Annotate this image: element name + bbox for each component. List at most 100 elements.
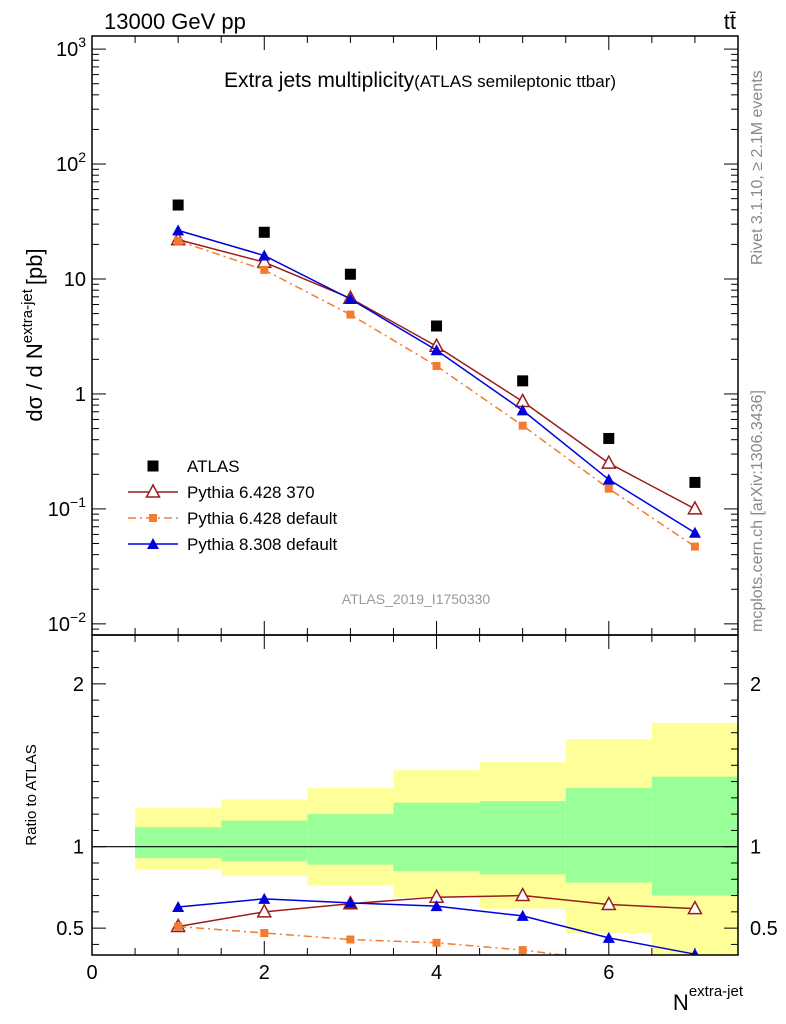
ratio-series-2-point bbox=[516, 909, 529, 921]
energy-label: 13000 GeV pp bbox=[104, 9, 246, 34]
main-y-tick-base: 10 bbox=[48, 499, 70, 521]
main-y-tick-exp: −2 bbox=[70, 609, 86, 625]
ratio-series-1-point bbox=[174, 922, 183, 931]
ratio-series-2-point bbox=[258, 892, 271, 904]
ratio-xlabel: Nextra-jet bbox=[673, 983, 744, 1015]
main-series-0-point bbox=[517, 375, 529, 387]
main-series-3-point bbox=[602, 473, 615, 485]
ratio-xlabel-sup: extra-jet bbox=[689, 983, 744, 1000]
main-series-1-point bbox=[687, 500, 703, 515]
main-series-3-point bbox=[688, 526, 701, 538]
legend-marker bbox=[147, 460, 159, 472]
ratio-x-tick-label: 2 bbox=[259, 962, 270, 984]
main-y-tick-base: 10 bbox=[48, 614, 70, 636]
ratio-series-2-point bbox=[691, 948, 699, 955]
main-series-3-point bbox=[344, 292, 357, 304]
ratio-y-tick-label-right: 0.5 bbox=[750, 918, 778, 940]
main-y-tick-base: 10 bbox=[56, 154, 78, 176]
ratio-y-tick-label-right: 1 bbox=[750, 837, 761, 859]
legend: ATLAS Pythia 6.428 370 Pythia 6.428 defaul… bbox=[128, 457, 338, 554]
legend-label: Pythia 6.428 370 bbox=[187, 483, 315, 502]
side-label-top: Rivet 3.1.10, ≥ 2.1M events bbox=[749, 70, 766, 265]
analysis-id: ATLAS_2019_I1750330 bbox=[342, 591, 491, 607]
ratio-band-green bbox=[479, 801, 566, 875]
ratio-band-green bbox=[221, 820, 308, 862]
main-subtitle-text: (ATLAS semileptonic ttbar) bbox=[414, 72, 616, 91]
ratio-band-green bbox=[565, 788, 652, 883]
ratio-series-1-point bbox=[432, 938, 441, 947]
ratio-y-tick-label: 0.5 bbox=[56, 918, 84, 940]
main-series-0-point bbox=[258, 226, 270, 238]
main-y-tick-label: 10−2 bbox=[48, 609, 86, 636]
ratio-frame bbox=[91, 634, 739, 956]
ratio-bands bbox=[92, 722, 738, 955]
main-series-0-point bbox=[344, 268, 356, 280]
main-data bbox=[170, 199, 703, 551]
main-series-2-point bbox=[260, 265, 269, 274]
ratio-series-2-point bbox=[430, 900, 443, 912]
ratio-panel: 0.5 0.5 1 1 2 2 0 2 4 6 Ratio to ATLAS Nextra-jet bbox=[23, 634, 778, 1015]
ratio-x-tick-label: 4 bbox=[431, 962, 442, 984]
main-series-0-point bbox=[689, 476, 701, 488]
main-series-0-point bbox=[172, 199, 184, 211]
ratio-series-0-point bbox=[256, 903, 273, 918]
main-series-2-point bbox=[604, 484, 613, 493]
ratio-series-1-point bbox=[346, 935, 355, 944]
main-series-line-1 bbox=[177, 238, 696, 510]
main-y-tick-label: 10−1 bbox=[48, 494, 86, 521]
main-y-tick-label: 103 bbox=[56, 34, 86, 61]
ratio-data bbox=[170, 886, 703, 970]
ratio-y-tick-label-right: 2 bbox=[750, 674, 761, 696]
main-ylabel-sup: extra-jet bbox=[19, 288, 36, 343]
legend-label: Pythia 6.428 default bbox=[187, 509, 338, 528]
legend-label: ATLAS bbox=[187, 457, 240, 476]
ratio-series-0-point bbox=[514, 886, 531, 902]
legend-marker bbox=[147, 538, 159, 549]
ratio-series-1-point bbox=[260, 929, 269, 938]
main-series-2-point bbox=[432, 362, 441, 371]
main-y-tick-base: 1 bbox=[75, 384, 86, 406]
ratio-series-1-point bbox=[691, 962, 699, 970]
main-series-0-point bbox=[603, 432, 615, 444]
main-y-tick-exp: −1 bbox=[70, 494, 86, 510]
main-series-3-point bbox=[258, 249, 271, 261]
main-title-text: Extra jets multiplicity bbox=[224, 69, 415, 92]
ratio-series-2-point bbox=[602, 931, 615, 943]
ratio-band-green bbox=[651, 776, 738, 896]
ratio-x-tick-label: 6 bbox=[603, 962, 614, 984]
ratio-series-1-point bbox=[518, 946, 527, 955]
main-y-tick-base: 10 bbox=[56, 39, 78, 61]
main-ylabel-text: dσ / d N bbox=[22, 343, 47, 421]
side-label-bottom: mcplots.cern.ch [arXiv:1306.3436] bbox=[749, 390, 766, 632]
main-series-3-point bbox=[172, 224, 185, 236]
ratio-axes: 0.5 0.5 1 1 2 2 0 2 4 6 bbox=[56, 635, 778, 984]
main-ylabel-unit: [pb] bbox=[22, 248, 47, 285]
ratio-band-green bbox=[307, 814, 394, 865]
ratio-series-2-point bbox=[172, 900, 185, 912]
legend-label: Pythia 8.308 default bbox=[187, 535, 338, 554]
main-title: Extra jets multiplicity(ATLAS semilepton… bbox=[224, 69, 616, 92]
main-series-1-point bbox=[601, 454, 617, 469]
legend-marker bbox=[149, 514, 157, 522]
ratio-x-tick-label: 0 bbox=[86, 962, 97, 984]
ratio-y-tick-label: 1 bbox=[73, 837, 84, 859]
main-series-2-point bbox=[518, 421, 527, 430]
main-series-2-point bbox=[346, 310, 355, 319]
ratio-series-0-point bbox=[687, 900, 703, 915]
ratio-ylabel: Ratio to ATLAS bbox=[23, 744, 40, 845]
main-series-3-point bbox=[516, 404, 529, 416]
main-series-2-point bbox=[174, 236, 183, 245]
main-series-3-point bbox=[430, 344, 443, 356]
main-ylabel: dσ / d Nextra-jet [pb] bbox=[19, 248, 47, 421]
process-label: tt̄ bbox=[724, 9, 736, 34]
main-series-2-point bbox=[690, 542, 699, 551]
legend-marker bbox=[145, 483, 161, 498]
ratio-band-green bbox=[393, 802, 480, 872]
ratio-series-0-point bbox=[601, 895, 617, 911]
ratio-series-2-point bbox=[344, 896, 357, 908]
main-y-tick-exp: 3 bbox=[78, 34, 86, 50]
main-y-tick-exp: 2 bbox=[78, 149, 86, 165]
